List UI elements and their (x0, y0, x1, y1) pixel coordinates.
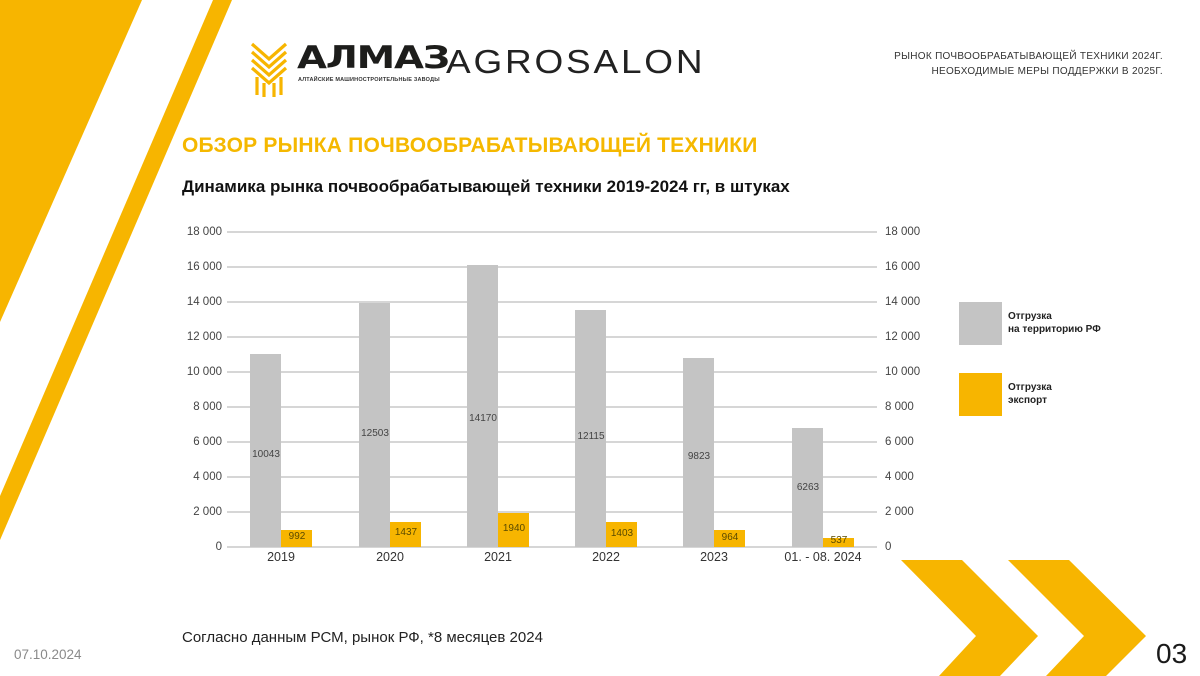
y-axis-label-right: 12 000 (885, 331, 921, 343)
x-axis-label: 2022 (592, 550, 620, 564)
bar-export (498, 513, 529, 547)
bar-rf (792, 428, 823, 547)
legend-label-export: Отгрузка экспорт (1008, 382, 1052, 406)
bar-export (281, 529, 312, 547)
bar-value-export: 992 (288, 531, 306, 543)
gridline (227, 406, 877, 408)
bar-value-rf: 12115 (577, 430, 605, 442)
y-axis-label-right: 8 000 (885, 401, 914, 413)
y-axis-label-right: 2 000 (885, 506, 914, 518)
bar-export (714, 530, 745, 547)
bar-export (390, 521, 421, 547)
bar-value-export: 537 (830, 535, 848, 547)
almaz-logo-subtitle: АЛТАЙСКИЕ МАШИНОСТРОИТЕЛЬНЫЕ ЗАВОДЫ (298, 77, 440, 83)
legend-swatch-rf (959, 302, 1002, 345)
chevron-icon (901, 560, 1038, 676)
gridline (227, 476, 877, 478)
y-axis-label-left: 12 000 (186, 331, 222, 343)
gridline (227, 336, 877, 338)
bar-value-rf: 14170 (469, 413, 497, 424)
gridline (227, 371, 877, 373)
x-axis-label: 2019 (267, 550, 295, 564)
bar-export (823, 537, 854, 547)
bar-rf (683, 358, 714, 547)
bar-rf (575, 310, 606, 547)
bar-value-rf: 6263 (796, 482, 820, 494)
y-axis-label-right: 0 (885, 541, 892, 553)
bar-value-export: 1940 (502, 523, 526, 535)
bar-value-export: 1437 (394, 527, 418, 539)
header-caption-line2: НЕОБХОДИМЫЕ МЕРЫ ПОДДЕРЖКИ В 2025Г. (931, 66, 1163, 77)
y-axis-label-right: 6 000 (885, 436, 914, 448)
y-axis-label-left: 2 000 (193, 506, 222, 518)
bar-rf (467, 265, 498, 547)
gridline (227, 266, 877, 268)
header-caption: РЫНОК ПОЧВООБРАБАТЫВАЮЩЕЙ ТЕХНИКИ 2024Г.… (894, 49, 1163, 79)
y-axis-label-left: 8 000 (193, 401, 222, 413)
almaz-logo-text: АЛМАЗ (297, 40, 450, 76)
bar-value-export: 1403 (610, 527, 634, 539)
bar-value-rf: 12503 (361, 427, 389, 439)
x-axis-label: 2020 (376, 550, 404, 564)
gridline (227, 511, 877, 513)
legend-label-rf: Отгрузка на территорию РФ (1008, 311, 1101, 335)
bar-value-rf: 10043 (252, 449, 280, 461)
y-axis-label-left: 18 000 (186, 226, 222, 238)
x-axis-label: 01. - 08. 2024 (784, 550, 862, 564)
y-axis-label-right: 10 000 (885, 366, 921, 378)
y-axis-label-left: 6 000 (193, 436, 222, 448)
bar-rf (250, 353, 281, 547)
y-axis-label-right: 14 000 (885, 296, 921, 308)
page-number: 03 (1156, 638, 1188, 669)
x-axis-label: 2023 (700, 550, 728, 564)
section-title: ОБЗОР РЫНКА ПОЧВООБРАБАТЫВАЮЩЕЙ ТЕХНИКИ (182, 134, 758, 157)
gridline (227, 441, 877, 443)
chart-title: Динамика рынка почвообрабатывающей техни… (182, 177, 790, 196)
agrosalon-logo: AGROSALON (446, 43, 706, 80)
y-axis-label-left: 16 000 (186, 261, 222, 273)
y-axis-label-right: 18 000 (885, 226, 921, 238)
y-axis-label-left: 10 000 (186, 366, 222, 378)
y-axis-label-left: 4 000 (193, 471, 222, 483)
x-axis-label: 2021 (484, 550, 512, 564)
almaz-logo-icon (250, 42, 288, 97)
bar-rf (359, 303, 390, 547)
y-axis-label-right: 16 000 (885, 261, 921, 273)
gridline (227, 231, 877, 233)
y-axis-label-left: 14 000 (186, 296, 222, 308)
bar-value-export: 964 (721, 531, 739, 543)
y-axis-label-left: 0 (215, 541, 222, 553)
bar-value-rf: 9823 (687, 451, 711, 463)
legend-swatch-export (959, 373, 1002, 416)
gridline (227, 546, 877, 548)
source-footnote: Согласно данным РСМ, рынок РФ, *8 месяце… (182, 629, 543, 646)
y-axis-label-right: 4 000 (885, 471, 914, 483)
chevron-icon (1008, 560, 1146, 676)
gridline (227, 301, 877, 303)
presentation-date: 07.10.2024 (14, 647, 82, 662)
header-caption-line1: РЫНОК ПОЧВООБРАБАТЫВАЮЩЕЙ ТЕХНИКИ 2024Г. (894, 51, 1163, 62)
bar-export (606, 522, 637, 547)
